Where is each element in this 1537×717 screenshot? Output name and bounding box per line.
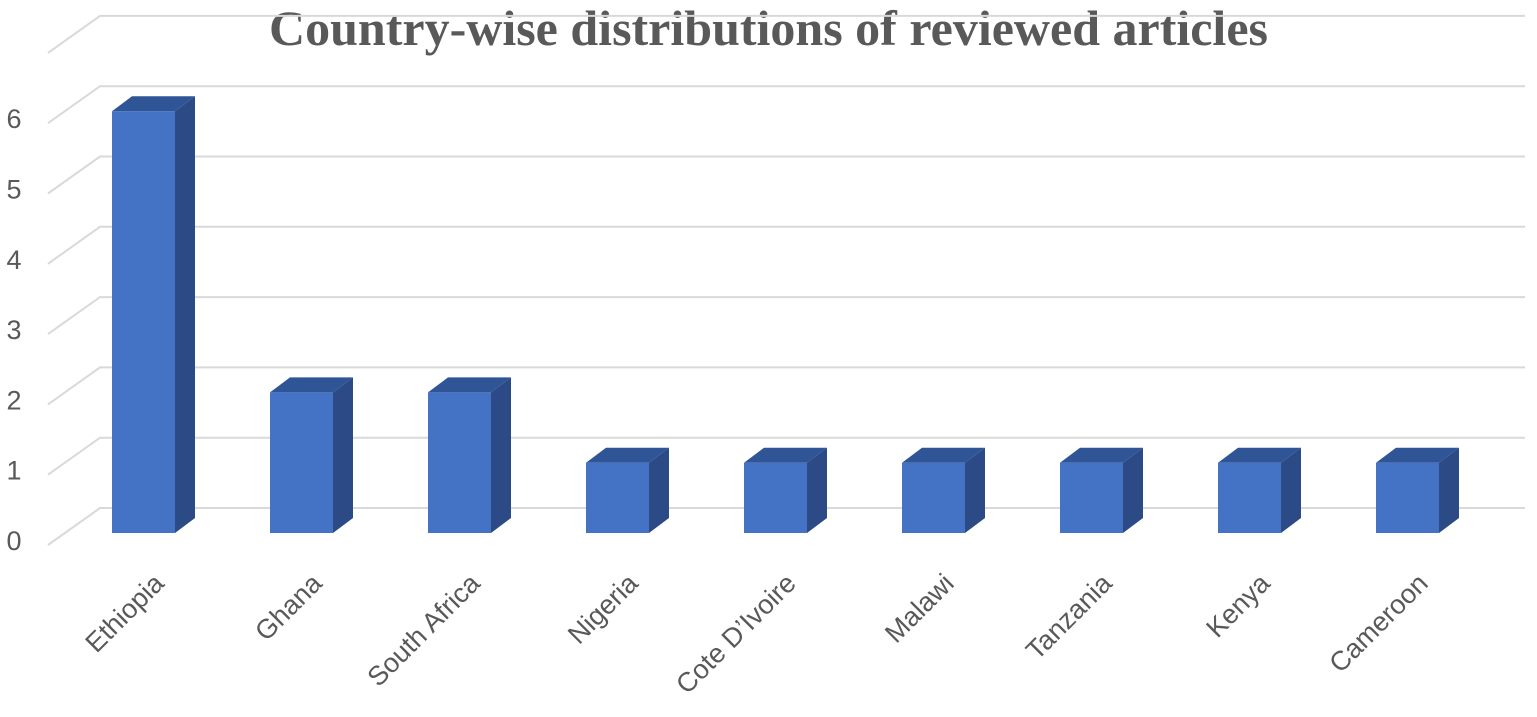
- bar-side: [649, 447, 669, 533]
- y-tick-label: 5: [6, 175, 21, 205]
- x-category-label: Cote D’Ivoire: [670, 568, 802, 700]
- bar-front: [112, 111, 175, 533]
- y-tick-label: 3: [6, 315, 21, 345]
- bar-side: [1439, 447, 1459, 533]
- bar: [112, 96, 195, 533]
- x-category-label: Cameroon: [1323, 568, 1433, 678]
- bar-top: [586, 447, 669, 463]
- bar-side: [1281, 447, 1301, 533]
- bar: [428, 377, 511, 533]
- bar-front: [1218, 462, 1281, 533]
- bar-top: [270, 377, 353, 393]
- gridline: [47, 85, 1525, 125]
- x-axis-labels: Ethiopia Ghana South Africa Nigeria Cote D’I…: [80, 567, 1434, 699]
- y-tick-label: 0: [6, 526, 21, 556]
- bar-top: [112, 96, 195, 112]
- bar-side: [965, 447, 985, 533]
- y-tick-label: 6: [6, 104, 21, 134]
- bar-front: [1376, 462, 1439, 533]
- bar-front: [428, 392, 491, 533]
- gridlines: [47, 14, 1525, 546]
- bar-top: [1376, 447, 1459, 463]
- bar: [1218, 447, 1301, 533]
- y-axis-ticks: 0 1 2 3 4 5 6: [6, 104, 21, 556]
- bar-side: [175, 96, 195, 533]
- bar-side: [491, 377, 511, 533]
- bar: [270, 377, 353, 533]
- y-tick-label: 2: [6, 385, 21, 415]
- bar-front: [1060, 462, 1123, 533]
- bar-side: [333, 377, 353, 533]
- x-category-label: Ethiopia: [80, 567, 171, 658]
- bar: [1060, 447, 1143, 533]
- gridline: [47, 155, 1525, 195]
- bar-top: [428, 377, 511, 393]
- bar: [1376, 447, 1459, 533]
- x-category-label: Nigeria: [562, 567, 644, 649]
- bar-top: [902, 447, 985, 463]
- x-category-label: Tanzania: [1020, 567, 1118, 665]
- bar: [586, 447, 669, 533]
- gridline: [47, 296, 1525, 335]
- x-category-label: South Africa: [362, 567, 487, 692]
- x-category-label: Malawi: [879, 568, 960, 649]
- bar: [902, 447, 985, 533]
- bar: [744, 447, 827, 533]
- gridline: [47, 507, 1525, 546]
- gridline: [47, 436, 1525, 476]
- bar-front: [586, 462, 649, 533]
- bar-front: [270, 392, 333, 533]
- bar-top: [744, 447, 827, 463]
- bar-front: [744, 462, 807, 533]
- bar-top: [1060, 447, 1143, 463]
- bar-front: [902, 462, 965, 533]
- bar-side: [1123, 447, 1143, 533]
- y-tick-label: 4: [6, 245, 21, 275]
- gridline: [47, 225, 1525, 265]
- gridline: [47, 14, 1525, 54]
- gridline: [47, 366, 1525, 406]
- bar-side: [807, 447, 827, 533]
- bar-top: [1218, 447, 1301, 463]
- x-category-label: Ghana: [249, 567, 328, 646]
- bars: [112, 96, 1459, 533]
- chart-title: Country-wise distributions of reviewed a…: [269, 0, 1268, 56]
- y-tick-label: 1: [6, 456, 21, 486]
- x-category-label: Kenya: [1200, 567, 1276, 643]
